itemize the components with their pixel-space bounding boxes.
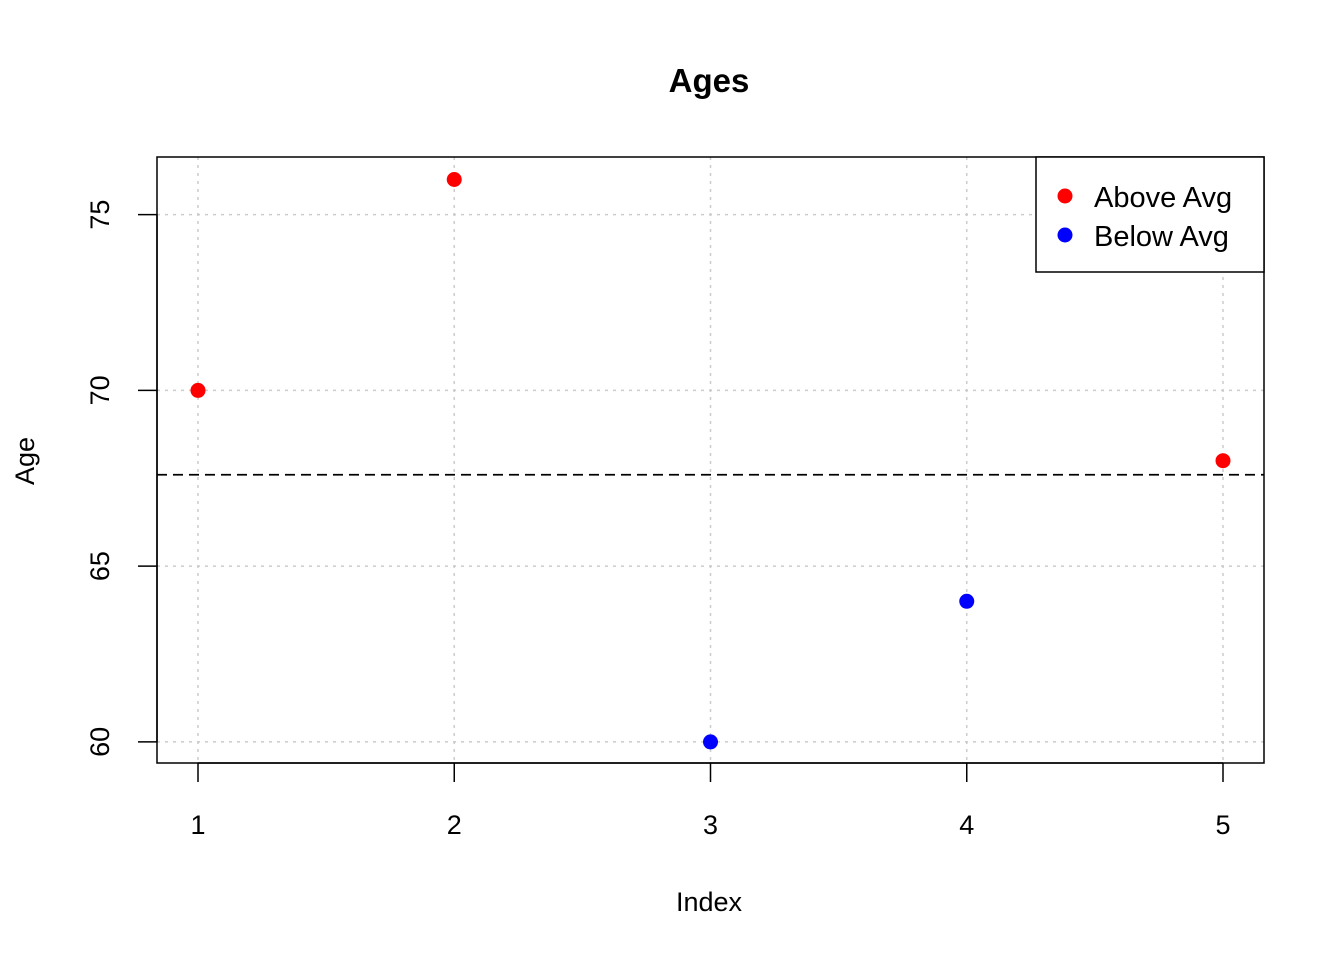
x-tick-label: 5 (1215, 810, 1230, 840)
x-tick-label: 1 (190, 810, 205, 840)
x-tick-label: 2 (447, 810, 462, 840)
chart-title: Ages (669, 62, 750, 99)
y-axis-label: Age (10, 437, 40, 485)
x-axis-label: Index (676, 887, 743, 917)
y-tick-label: 70 (85, 375, 115, 405)
data-points (190, 171, 1231, 750)
legend-label-below-avg: Below Avg (1094, 221, 1229, 253)
legend-box (1035, 156, 1265, 273)
legend-marker-below-avg (1057, 227, 1073, 243)
legend-marker-above-avg (1057, 188, 1073, 204)
x-axis: 1 2 3 4 5 (190, 762, 1231, 840)
legend-label-above-avg: Above Avg (1094, 182, 1232, 214)
data-point-above-avg (446, 171, 462, 187)
data-point-above-avg (190, 382, 206, 398)
y-axis: 60 65 70 75 (85, 200, 158, 757)
legend: Above Avg Below Avg (1035, 156, 1265, 273)
data-point-above-avg (1215, 453, 1231, 469)
y-tick-label: 65 (85, 551, 115, 581)
y-tick-label: 60 (85, 727, 115, 757)
x-tick-label: 4 (959, 810, 974, 840)
data-point-below-avg (703, 734, 718, 750)
y-tick-label: 75 (85, 200, 115, 230)
data-point-below-avg (959, 593, 975, 609)
x-tick-label: 3 (703, 810, 718, 840)
